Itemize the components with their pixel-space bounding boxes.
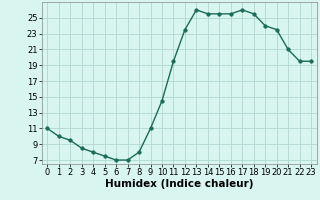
X-axis label: Humidex (Indice chaleur): Humidex (Indice chaleur) — [105, 179, 253, 189]
